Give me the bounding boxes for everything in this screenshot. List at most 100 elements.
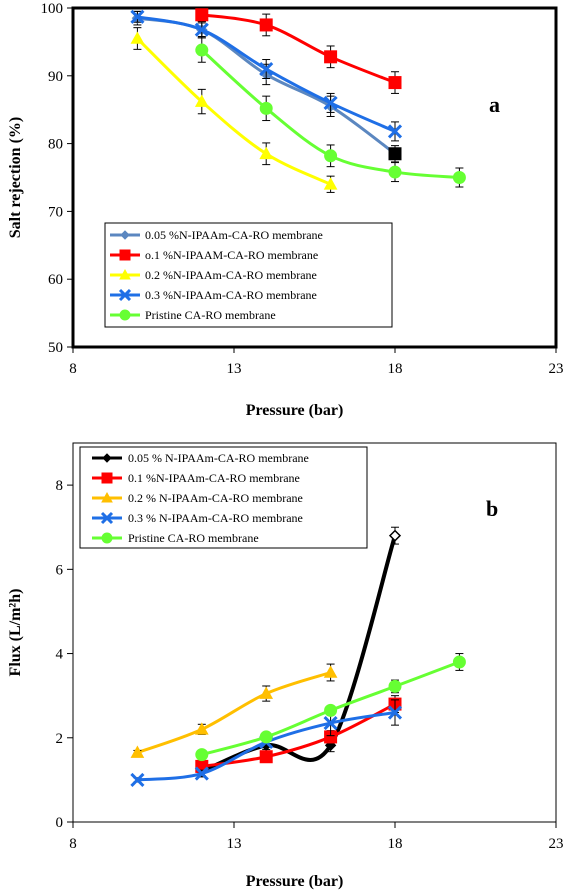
panel-a-series-5 (195, 37, 466, 188)
panel-b-legend-swatch-marker-stroke-b (100, 511, 114, 525)
panel-b-series-line (201, 535, 397, 774)
panel-b-data-point (194, 722, 209, 735)
panel-a-data-point (259, 146, 274, 160)
panel-a-data-point (323, 95, 338, 110)
panel-a-legend-swatch-marker (119, 249, 131, 261)
panel-a-data-point-stroke-b (194, 22, 209, 37)
panel-b-data-point-stroke-b (323, 715, 338, 731)
panel-a-series-3 (130, 27, 338, 193)
panel-b-legend-swatch-marker (101, 472, 113, 484)
panel-a-data-point (452, 171, 466, 184)
panel-a-series-line (137, 16, 396, 155)
panel-b-data-point (323, 715, 338, 731)
panel-b-data-point (130, 745, 145, 758)
panel-b-legend-entry: 0.1 %N-IPAAm-CA-RO membrane (92, 471, 300, 485)
panel-a-ytick-label: 70 (48, 204, 63, 220)
panel-a-xlabel: Pressure (bar) (246, 402, 344, 419)
panel-a-series-line (136, 37, 332, 186)
panel-a-data-point (195, 8, 209, 22)
panel-b-data-point (259, 686, 274, 699)
panel-b-data-point-stroke-b (130, 772, 145, 787)
panel-a: 8 13 18 23 50 60 70 80 90 100 Pressure (bar) Salt r… (7, 1, 564, 419)
panel-a-legend-entry: 0.3 %N-IPAAm-CA-RO membrane (110, 288, 317, 302)
panel-a-data-point (130, 9, 145, 24)
panel-a-data-point (195, 43, 209, 57)
panel-a-data-point (259, 101, 273, 115)
panel-a-data-point (259, 18, 273, 32)
panel-a-data-point (388, 76, 402, 90)
panel-b-data-point (259, 730, 273, 744)
panel-a-data-point (324, 149, 338, 163)
panel-b-xtick-label: 18 (388, 836, 403, 852)
panel-a-ytick-label: 90 (48, 69, 63, 85)
panel-b-ytick-label: 4 (56, 647, 64, 663)
panel-b-data-point-outline (388, 529, 402, 542)
panel-b-ytick-label: 0 (56, 815, 64, 831)
panel-b-data-point (130, 772, 145, 787)
panel-b-xtick-label: 13 (227, 836, 242, 852)
panel-b-ytick-label: 2 (56, 731, 64, 747)
panel-b-panel-label: b (486, 496, 498, 521)
panel-a-legend-swatch-marker (118, 288, 132, 302)
panel-a-series-4 (130, 9, 403, 142)
panel-b-ylabel: Flux (L/m²h) (7, 589, 24, 677)
panel-a-ytick-label: 60 (48, 272, 63, 288)
panel-a-data-point (388, 165, 402, 179)
panel-a-data-point-stroke-b (130, 9, 145, 24)
panel-a-data-point (387, 124, 403, 139)
panel-b-legend-swatch-marker (101, 532, 113, 544)
panel-b-legend-swatch-marker (102, 453, 112, 463)
panel-a-data-point (388, 147, 402, 161)
panel-b-data-point (194, 766, 209, 781)
panel-b-legend-entry: 0.2 % N-IPAAm-CA-RO membrane (92, 491, 303, 505)
panel-a-data-point-stroke-b (259, 61, 274, 77)
panel-b-data-point (323, 665, 338, 678)
panel-a-series-line (201, 13, 396, 84)
panel-b-legend-swatch-marker (101, 491, 113, 503)
panel-a-data-point (324, 50, 338, 64)
panel-b-series-line (136, 671, 332, 754)
panel-b-legend: 0.05 % N-IPAAm-CA-RO membrane 0.1 %N-IPAA… (79, 446, 368, 549)
panel-b-xtick-label: 8 (69, 836, 77, 852)
panel-a-xtick-label: 18 (388, 361, 403, 377)
panel-b-series-1 (196, 526, 402, 778)
panel-b-data-point (324, 703, 338, 717)
panel-a-series-2 (195, 7, 402, 94)
panel-a-legend-entry: Pristine CA-RO membrane (110, 308, 276, 322)
panel-a-ytick-label: 80 (48, 137, 63, 153)
panel-a-data-point (259, 61, 274, 77)
panel-b-data-point (259, 750, 273, 764)
panel-a-ylabel: Salt rejection (%) (7, 117, 24, 238)
panel-a-legend-swatch-marker (119, 309, 131, 321)
panel-a-data-point (194, 94, 209, 107)
panel-b-xlabel: Pressure (bar) (246, 873, 344, 890)
panel-b-data-point-stroke-b (387, 705, 403, 720)
panel-a-data-point (323, 177, 338, 190)
panel-a-legend-entry: 0.2 %N-IPAAm-CA-RO membrane (110, 268, 317, 282)
panel-a-data-point-stroke-b (387, 124, 403, 139)
panel-a-xtick-label: 8 (69, 361, 77, 377)
panel-a-data-point-stroke-b (323, 95, 338, 110)
panel-b-legend-box (79, 446, 368, 549)
panel-b-legend-swatch-marker (100, 511, 114, 525)
panel-b-legend-label: 0.05 % N-IPAAm-CA-RO membrane (128, 451, 309, 465)
panel-b-data-point-stroke-b (194, 766, 209, 781)
panel-b-legend-label: 0.3 % N-IPAAm-CA-RO membrane (128, 511, 303, 525)
panel-b-ytick-label: 6 (56, 562, 64, 578)
panel-b-series-3 (130, 663, 338, 758)
panel-a-legend-swatch-marker (120, 230, 130, 240)
panel-a-data-point (194, 22, 209, 37)
panel-b-legend-entry: Pristine CA-RO membrane (92, 531, 259, 545)
panel-b-legend-label: 0.2 % N-IPAAm-CA-RO membrane (128, 491, 303, 505)
panel-a-data-point (130, 31, 145, 44)
panel-a-xtick-label: 23 (549, 361, 564, 377)
panel-a-legend-swatch-marker-stroke-b (118, 288, 132, 302)
panel-a-legend: 0.05 %N-IPAAm-CA-RO membrane o.1 %N-IPAAM… (104, 222, 393, 328)
panel-b-plot-frame (72, 442, 557, 823)
panel-a-plot-frame (71, 6, 558, 349)
panel-a-legend-box (104, 222, 393, 328)
panel-a-legend-label: 0.2 %N-IPAAm-CA-RO membrane (145, 268, 317, 282)
panel-b-legend-label: Pristine CA-RO membrane (128, 531, 259, 545)
panel-b-data-point (452, 655, 466, 669)
